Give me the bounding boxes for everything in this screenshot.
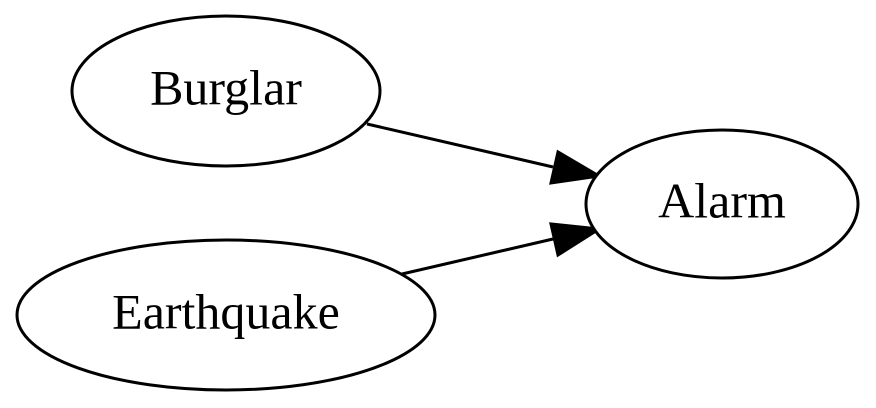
node-alarm-label: Alarm [658,172,786,228]
arrowhead-earthquake-alarm [549,222,604,258]
node-alarm[interactable]: Alarm [584,128,860,280]
node-earthquake[interactable]: Earthquake [15,238,437,392]
edge-line-earthquake-alarm [401,237,554,276]
node-alarm-ellipse [584,128,860,280]
node-burglar-label: Burglar [150,59,302,115]
edge-line-burglar-alarm [366,122,554,169]
node-earthquake-ellipse [15,238,437,392]
node-earthquake-label: Earthquake [112,283,340,339]
edge-burglar-to-alarm [366,122,604,185]
node-burglar[interactable]: Burglar [70,14,382,168]
node-burglar-ellipse [70,14,382,168]
arrowhead-burglar-alarm [549,149,604,185]
edge-earthquake-to-alarm [401,222,604,276]
